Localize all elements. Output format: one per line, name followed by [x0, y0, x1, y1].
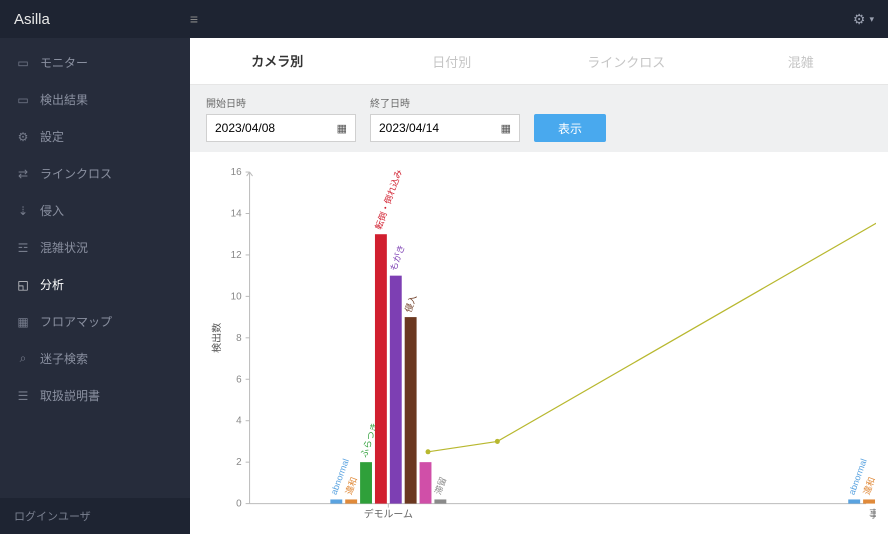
sidebar-icon: ⇄: [16, 167, 30, 181]
sidebar-item-4[interactable]: ⇣ 侵入: [0, 192, 190, 229]
tab-0[interactable]: カメラ別: [190, 38, 365, 84]
tab-2[interactable]: ラインクロス: [539, 38, 714, 84]
bar: [863, 500, 875, 504]
tab-bar: カメラ別日付別ラインクロス混雑: [190, 38, 888, 85]
bar: [434, 500, 446, 504]
start-date-value: 2023/04/08: [215, 121, 275, 135]
sidebar-item-1[interactable]: ▭ 検出結果: [0, 81, 190, 118]
sidebar-item-label: フロアマップ: [40, 313, 112, 330]
svg-text:0: 0: [236, 499, 242, 510]
sidebar-item-label: 検出結果: [40, 91, 88, 108]
bar: [848, 500, 860, 504]
sidebar-icon: ☲: [16, 241, 30, 255]
sidebar-item-label: 取扱説明書: [40, 387, 100, 404]
sidebar-icon: ⌕: [16, 351, 30, 366]
bar-line-chart: 0246810121416検出数abnormal違和ふらつき転倒・倒れ込みもがき…: [202, 162, 876, 534]
sidebar-icon: ◱: [16, 278, 30, 292]
bar: [330, 500, 342, 504]
settings-menu[interactable]: ⚙ ▾: [853, 11, 874, 28]
sidebar-item-label: モニター: [40, 54, 88, 71]
sidebar-icon: ▭: [16, 93, 30, 107]
svg-text:16: 16: [231, 167, 242, 178]
svg-text:12: 12: [231, 250, 242, 261]
line-point: [426, 450, 431, 455]
svg-text:10: 10: [231, 292, 242, 303]
svg-text:滞留: 滞留: [432, 476, 448, 497]
sidebar-item-7[interactable]: ▦ フロアマップ: [0, 303, 190, 340]
sidebar-icon: ▭: [16, 56, 30, 70]
bar: [360, 462, 372, 503]
svg-text:違和: 違和: [343, 476, 359, 497]
chart-area: 0246810121416検出数abnormal違和ふらつき転倒・倒れ込みもがき…: [190, 152, 888, 534]
sidebar-item-6[interactable]: ◱ 分析: [0, 266, 190, 303]
svg-text:デモルーム: デモルーム: [364, 508, 413, 521]
sidebar-item-label: 分析: [40, 276, 64, 293]
svg-text:転倒・倒れ込み: 転倒・倒れ込み: [373, 168, 405, 231]
svg-text:事務所: 事務所: [869, 508, 876, 521]
bar: [420, 462, 432, 503]
line-point: [495, 439, 500, 444]
bar: [405, 317, 417, 503]
tab-1[interactable]: 日付別: [365, 38, 540, 84]
sidebar: ▭ モニター ▭ 検出結果 ⚙ 設定 ⇄ ラインクロス ⇣ 侵入 ☲ 混雑状況 ◱ 分析 ▦ フロアマップ ⌕ 迷…: [0, 38, 190, 534]
end-date-input[interactable]: 2023/04/14 ▦: [370, 114, 520, 142]
sidebar-icon: ⇣: [16, 204, 30, 218]
svg-text:6: 6: [236, 374, 242, 385]
app-title: Asilla: [14, 11, 50, 28]
svg-text:2: 2: [236, 457, 242, 468]
sidebar-item-label: 設定: [40, 128, 64, 145]
end-date-value: 2023/04/14: [379, 121, 439, 135]
sidebar-item-5[interactable]: ☲ 混雑状況: [0, 229, 190, 266]
end-date-label: 終了日時: [370, 95, 520, 110]
sidebar-item-9[interactable]: ☰ 取扱説明書: [0, 377, 190, 414]
tab-3[interactable]: 混雑: [714, 38, 888, 84]
sidebar-item-label: 混雑状況: [40, 239, 88, 256]
svg-text:8: 8: [236, 333, 242, 344]
sidebar-item-8[interactable]: ⌕ 迷子検索: [0, 340, 190, 377]
sidebar-item-3[interactable]: ⇄ ラインクロス: [0, 155, 190, 192]
show-button[interactable]: 表示: [534, 114, 606, 142]
main-panel: カメラ別日付別ラインクロス混雑 開始日時 2023/04/08 ▦ 終了日時 2…: [190, 38, 888, 534]
caret-down-icon: ▾: [869, 14, 874, 25]
topbar: Asilla ≡ ⚙ ▾: [0, 0, 888, 38]
trend-line: [428, 208, 876, 453]
bar: [375, 234, 387, 503]
svg-text:4: 4: [236, 416, 242, 427]
calendar-icon: ▦: [337, 122, 347, 135]
sidebar-icon: ▦: [16, 315, 30, 329]
svg-text:違和: 違和: [861, 476, 876, 497]
bar: [345, 500, 357, 504]
start-date-label: 開始日時: [206, 95, 356, 110]
bar: [390, 276, 402, 504]
calendar-icon: ▦: [501, 122, 511, 135]
svg-text:14: 14: [231, 209, 242, 220]
start-date-input[interactable]: 2023/04/08 ▦: [206, 114, 356, 142]
filter-bar: 開始日時 2023/04/08 ▦ 終了日時 2023/04/14 ▦ 表示: [190, 85, 888, 152]
sidebar-item-label: 迷子検索: [40, 350, 88, 367]
sidebar-icon: ☰: [16, 389, 30, 403]
login-user-label: ログインユーザ: [0, 498, 190, 534]
svg-text:検出数: 検出数: [210, 323, 223, 353]
sidebar-item-label: ラインクロス: [40, 165, 112, 182]
sidebar-item-label: 侵入: [40, 202, 64, 219]
sidebar-item-2[interactable]: ⚙ 設定: [0, 118, 190, 155]
menu-toggle-icon[interactable]: ≡: [190, 11, 198, 27]
sidebar-icon: ⚙: [16, 130, 30, 144]
svg-text:侵入: 侵入: [402, 293, 418, 314]
svg-text:もがき: もがき: [387, 243, 406, 272]
gear-icon: ⚙: [853, 11, 866, 28]
sidebar-item-0[interactable]: ▭ モニター: [0, 44, 190, 81]
